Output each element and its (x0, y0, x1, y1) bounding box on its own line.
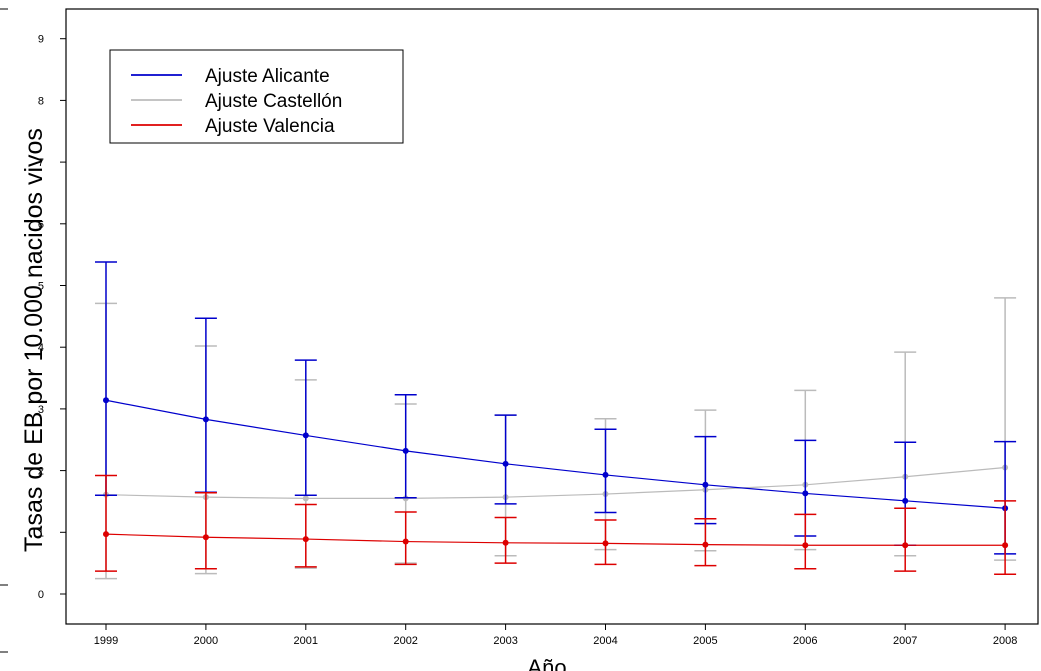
x-tick-label: 2006 (793, 635, 817, 647)
y-tick-label: 5 (38, 281, 44, 293)
y-tick-label: 4 (38, 342, 44, 354)
legend: Ajuste Alicante Ajuste Castellón Ajuste Va… (109, 49, 404, 144)
series-line (105, 399, 1006, 509)
x-tick-label: 2008 (993, 635, 1017, 647)
series-ajuste-alicante (95, 261, 1017, 555)
data-point (402, 447, 409, 454)
x-axis: 1999 2000 2001 2002 2003 2004 2005 2006 2007 2008 (0, 8, 1017, 653)
x-tick-label: 2005 (693, 635, 717, 647)
y-axis: 0 1 2 3 4 5 6 7 8 9 (38, 34, 66, 601)
data-point (302, 432, 309, 439)
x-axis-title: Año (527, 655, 566, 671)
series-ajuste-castellón (95, 297, 1017, 580)
series-line (105, 466, 1006, 499)
series-line (105, 533, 1006, 546)
legend-box (109, 49, 404, 144)
data-point (502, 539, 509, 546)
data-point (702, 481, 709, 488)
series-ajuste-valencia (95, 474, 1017, 576)
x-tick-label: 2004 (593, 635, 617, 647)
data-point (103, 397, 109, 404)
legend-label: Ajuste Alicante (205, 66, 330, 87)
data-point (802, 490, 809, 497)
data-point (103, 531, 109, 538)
data-point (202, 416, 209, 423)
x-tick-label: 2003 (493, 635, 517, 647)
legend-label: Ajuste Castellón (205, 91, 342, 112)
x-tick-label: 2000 (194, 635, 218, 647)
x-tick-label: 2002 (393, 635, 417, 647)
data-point (302, 536, 309, 543)
y-tick-label: 1 (38, 527, 44, 539)
data-point (402, 538, 409, 545)
x-tick-label: 2007 (893, 635, 917, 647)
x-tick-label: 1999 (94, 635, 118, 647)
y-axis-title: Tasas de EB por 10.000 nacidos vivos (20, 128, 48, 552)
series-layer (95, 261, 1017, 580)
y-tick-label: 9 (38, 34, 44, 46)
data-point (502, 460, 509, 467)
y-tick-label: 3 (38, 404, 44, 416)
y-tick-label: 8 (38, 95, 44, 107)
data-point (902, 497, 909, 504)
y-tick-label: 0 (38, 589, 44, 601)
data-point (202, 534, 209, 541)
data-point (602, 540, 609, 547)
plot-border (65, 8, 1039, 625)
y-tick-label: 2 (38, 466, 44, 478)
data-point (602, 471, 609, 478)
data-point (802, 542, 809, 549)
legend-label: Ajuste Valencia (205, 116, 335, 137)
data-point (302, 495, 309, 502)
data-point (702, 541, 709, 548)
plot-frame (65, 8, 1039, 625)
y-tick-label: 7 (38, 157, 44, 169)
y-tick-label: 6 (38, 219, 44, 231)
data-point (1002, 542, 1009, 549)
x-tick-label: 2001 (294, 635, 318, 647)
data-point (902, 542, 909, 549)
